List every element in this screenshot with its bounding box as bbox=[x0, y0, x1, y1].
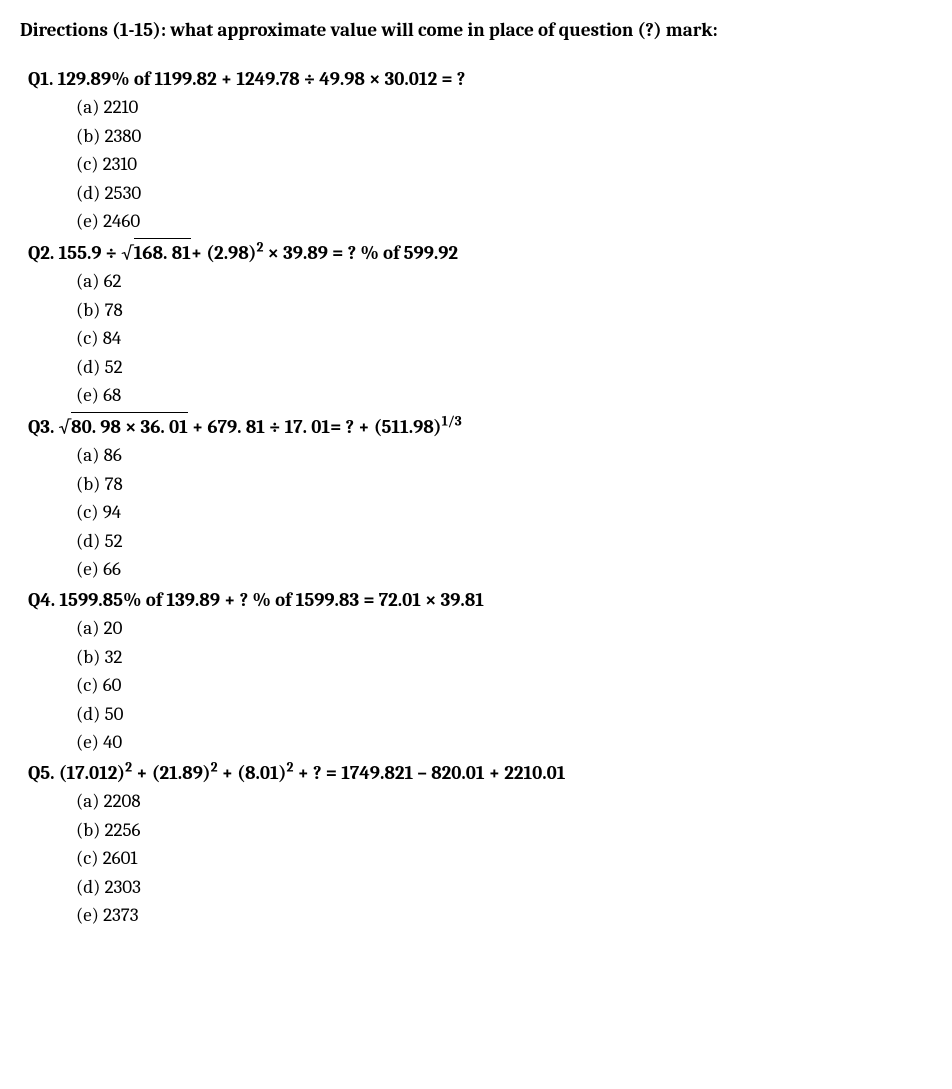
exponent: 2 bbox=[286, 760, 293, 775]
exponent: 2 bbox=[125, 760, 132, 775]
question-number: Q2. bbox=[28, 242, 54, 264]
question-number: Q1. bbox=[28, 68, 53, 90]
answer-option: (d) 50 bbox=[76, 700, 932, 729]
exponent: 2 bbox=[211, 760, 218, 775]
answer-option: (a) 20 bbox=[76, 614, 932, 643]
exponent: 2 bbox=[257, 240, 264, 255]
answer-option: (b) 2256 bbox=[76, 816, 932, 845]
question-block: Q1. 129.89% of 1199.82 + 1249.78 ÷ 49.98… bbox=[20, 65, 932, 236]
answer-option: (e) 40 bbox=[76, 728, 932, 757]
question-block: Q5. (17.012)2 + (21.89)2 + (8.01)2 + ? =… bbox=[20, 759, 932, 930]
answer-option: (e) 2460 bbox=[76, 207, 932, 236]
question-text: Q4. 1599.85% of 139.89 + ? % of 1599.83 … bbox=[28, 586, 932, 615]
question-number: Q5. bbox=[28, 762, 55, 784]
answer-option: (d) 52 bbox=[76, 527, 932, 556]
question-text: Q1. 129.89% of 1199.82 + 1249.78 ÷ 49.98… bbox=[28, 65, 932, 94]
answer-option: (b) 32 bbox=[76, 643, 932, 672]
answer-option: (b) 78 bbox=[76, 296, 932, 325]
answer-option: (e) 68 bbox=[76, 381, 932, 410]
answer-option: (a) 2208 bbox=[76, 787, 932, 816]
answer-option: (c) 2310 bbox=[76, 150, 932, 179]
question-number: Q3. bbox=[28, 416, 54, 438]
sqrt-expression: 80. 98 × 36. 01 bbox=[59, 412, 188, 442]
answer-option: (d) 2303 bbox=[76, 873, 932, 902]
question-block: Q4. 1599.85% of 139.89 + ? % of 1599.83 … bbox=[20, 586, 932, 757]
answer-option: (e) 2373 bbox=[76, 901, 932, 930]
questions-container: Q1. 129.89% of 1199.82 + 1249.78 ÷ 49.98… bbox=[20, 65, 932, 930]
directions-heading: Directions (1-15): what approximate valu… bbox=[20, 16, 932, 45]
answer-option: (a) 62 bbox=[76, 267, 932, 296]
answer-option: (d) 52 bbox=[76, 353, 932, 382]
answer-option: (c) 2601 bbox=[76, 844, 932, 873]
question-text: Q3. 80. 98 × 36. 01 + 679. 81 ÷ 17. 01= … bbox=[28, 412, 932, 442]
question-block: Q2. 155.9 ÷ 168. 81+ (2.98)2 × 39.89 = ?… bbox=[20, 238, 932, 410]
question-block: Q3. 80. 98 × 36. 01 + 679. 81 ÷ 17. 01= … bbox=[20, 412, 932, 584]
radicand: 80. 98 × 36. 01 bbox=[71, 412, 188, 442]
fractional-exponent: 1/3 bbox=[442, 414, 462, 429]
answer-option: (a) 2210 bbox=[76, 93, 932, 122]
answer-option: (c) 84 bbox=[76, 324, 932, 353]
radicand: 168. 81 bbox=[134, 238, 191, 268]
answer-option: (b) 2380 bbox=[76, 122, 932, 151]
sqrt-expression: 168. 81 bbox=[121, 238, 191, 268]
answer-option: (c) 94 bbox=[76, 498, 932, 527]
answer-option: (d) 2530 bbox=[76, 179, 932, 208]
question-text: Q5. (17.012)2 + (21.89)2 + (8.01)2 + ? =… bbox=[28, 759, 932, 788]
question-text: Q2. 155.9 ÷ 168. 81+ (2.98)2 × 39.89 = ?… bbox=[28, 238, 932, 268]
answer-option: (c) 60 bbox=[76, 671, 932, 700]
answer-option: (a) 86 bbox=[76, 441, 932, 470]
question-number: Q4. bbox=[28, 589, 55, 611]
answer-option: (b) 78 bbox=[76, 470, 932, 499]
answer-option: (e) 66 bbox=[76, 555, 932, 584]
